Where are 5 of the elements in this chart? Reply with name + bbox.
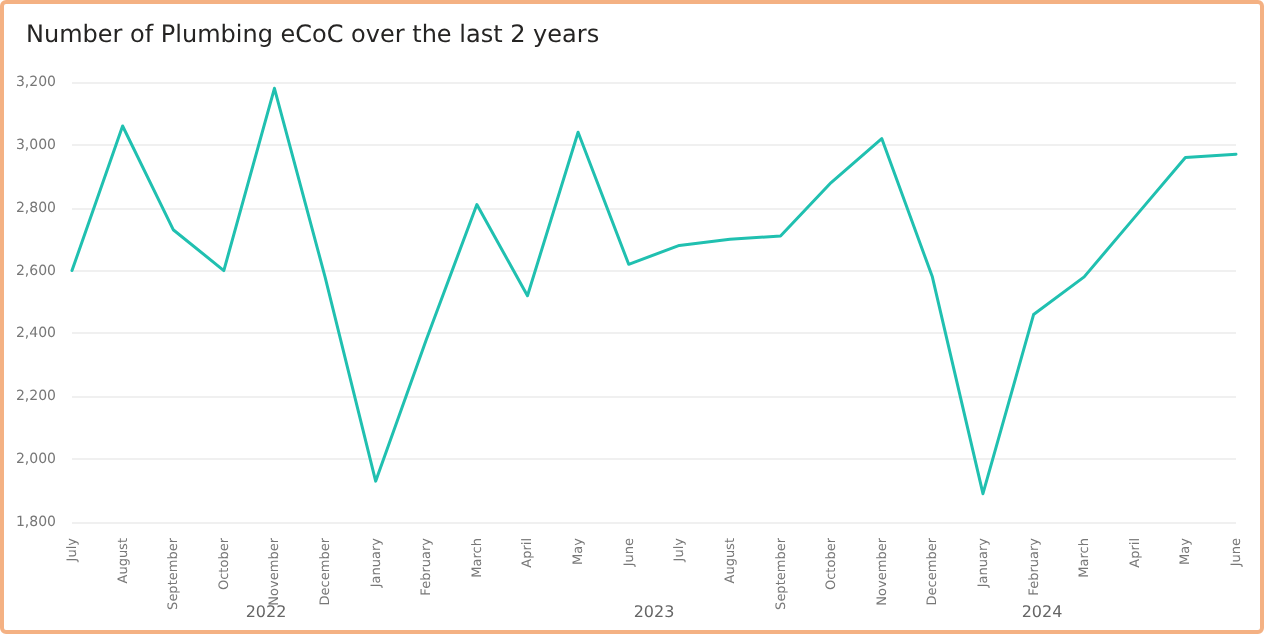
text: 2024: [1021, 603, 1063, 621]
text: 2023: [633, 603, 675, 621]
chart-title: Number of Plumbing eCoC over the last 2 years: [26, 20, 600, 48]
text: 2022: [245, 603, 287, 621]
line-series: [70, 86, 1238, 496]
